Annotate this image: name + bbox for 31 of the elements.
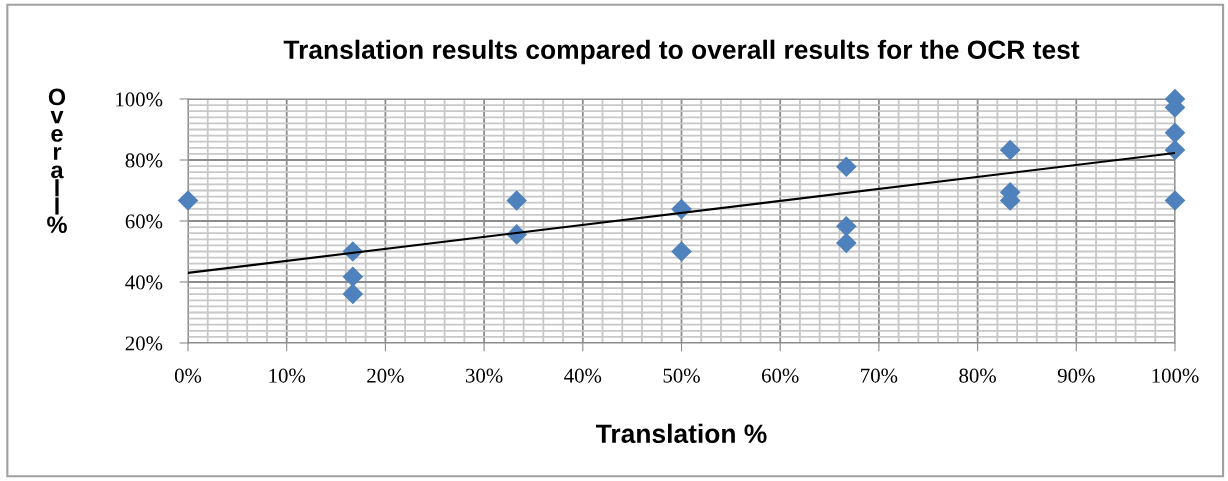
point (999, 139, 1021, 161)
x-tick-label: 80% (959, 368, 996, 383)
y-tick-label: 100% (116, 92, 163, 107)
y-tick-label: 60% (125, 214, 163, 229)
point (342, 266, 364, 288)
point (506, 190, 527, 211)
y-tick-label: 20% (125, 336, 163, 351)
point (836, 156, 857, 178)
point (671, 241, 692, 262)
y-tick-label: 40% (125, 275, 163, 290)
point (1164, 139, 1186, 161)
y-tick-label: 80% (125, 153, 163, 168)
point (342, 283, 364, 305)
x-tick-label: 70% (861, 368, 898, 383)
point (1164, 190, 1186, 211)
x-axis-title: Translation % (596, 423, 767, 444)
x-tick-label: 60% (762, 368, 799, 383)
point (1164, 122, 1186, 144)
x-tick-label: 90% (1057, 368, 1095, 383)
chart-title: Translation results compared to overall results for the OCR test (283, 39, 1080, 65)
x-tick-label: 0% (174, 368, 202, 383)
x-tick-label: 30% (466, 368, 503, 383)
point (836, 232, 857, 254)
y-axis-title: Overall % (47, 88, 67, 234)
x-tick-label: 50% (663, 368, 700, 383)
point (836, 215, 857, 237)
x-tick-label: 100% (1152, 368, 1199, 383)
x-tick-label: 20% (367, 368, 404, 383)
x-tick-label: 40% (564, 368, 602, 383)
x-tick-label: 10% (269, 368, 306, 383)
point (177, 190, 199, 211)
